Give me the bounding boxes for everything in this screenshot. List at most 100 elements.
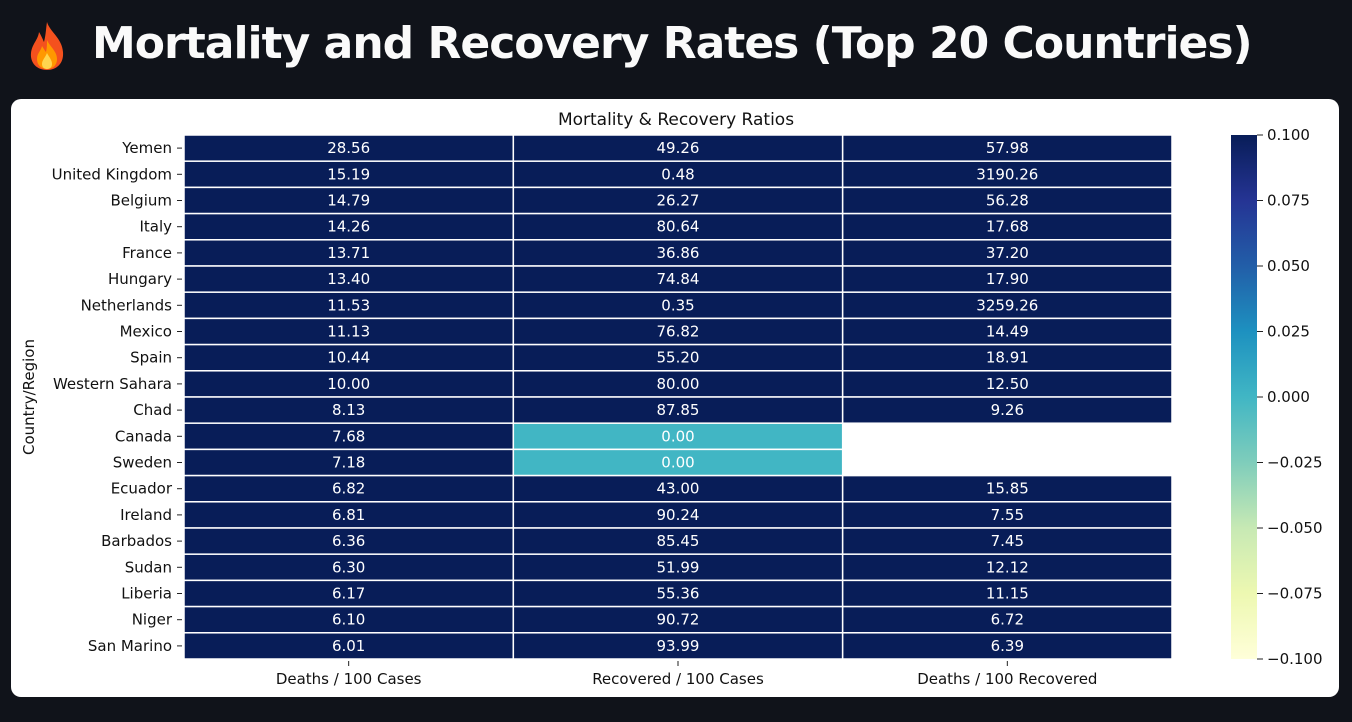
cell-value-label: 55.36 xyxy=(657,585,700,603)
heatmap-cell xyxy=(841,291,1173,320)
heatmap-cell xyxy=(512,553,844,582)
page-title: Mortality and Recovery Rates (Top 20 Cou… xyxy=(92,18,1253,69)
cell-value-label: 90.72 xyxy=(657,611,700,629)
cell-value-label: 11.53 xyxy=(327,296,370,314)
row-label: Sudan xyxy=(125,558,172,576)
cell-value-label: 14.79 xyxy=(327,192,370,210)
heatmap-cell-empty xyxy=(842,423,1172,450)
cell-value-label: 0.00 xyxy=(661,427,694,445)
colorbar-tick-label: 0.025 xyxy=(1267,323,1310,341)
column-label: Deaths / 100 Recovered xyxy=(917,670,1097,688)
cell-value-label: 12.50 xyxy=(986,375,1029,393)
cell-value-label: 0.00 xyxy=(661,454,694,472)
row-label: Sweden xyxy=(113,454,172,472)
cell-value-label: 6.30 xyxy=(332,558,365,576)
colorbar-tick-label: −0.025 xyxy=(1267,454,1323,472)
chart-card: Mortality & Recovery Ratios Country/Regi… xyxy=(11,99,1339,697)
cell-value-label: 87.85 xyxy=(657,401,700,419)
row-label: Netherlands xyxy=(81,296,173,314)
row-label: Chad xyxy=(133,401,172,419)
cell-value-label: 12.12 xyxy=(986,558,1029,576)
heatmap-cell xyxy=(183,579,515,608)
cell-value-label: 17.90 xyxy=(986,270,1029,288)
cell-value-label: 6.81 xyxy=(332,506,365,524)
row-label: San Marino xyxy=(88,637,172,655)
cell-value-label: 0.48 xyxy=(661,165,694,183)
heatmap-cell xyxy=(512,527,844,555)
heatmap-cell xyxy=(183,265,515,293)
heatmap-cell xyxy=(841,212,1173,241)
cell-value-label: 6.17 xyxy=(332,585,365,603)
colorbar-tick-label: 0.050 xyxy=(1267,257,1310,275)
heatmap-cell xyxy=(183,632,515,660)
colorbar-tick-label: −0.050 xyxy=(1267,519,1323,537)
cell-value-label: 10.44 xyxy=(327,349,370,367)
heatmap-cell xyxy=(183,396,515,424)
heatmap-cell xyxy=(512,605,844,634)
cell-value-label: 6.82 xyxy=(332,480,365,498)
heatmap-cell xyxy=(512,317,844,346)
cell-value-label: 6.01 xyxy=(332,637,365,655)
cell-value-label: 8.13 xyxy=(332,401,365,419)
cell-value-label: 90.24 xyxy=(657,506,700,524)
row-label: Ireland xyxy=(120,506,172,524)
cell-value-label: 7.45 xyxy=(991,532,1024,550)
heatmap-cell xyxy=(841,265,1173,293)
heatmap-cell xyxy=(512,291,844,320)
row-label: France xyxy=(122,244,172,262)
column-label: Recovered / 100 Cases xyxy=(592,670,764,688)
cell-value-label: 14.26 xyxy=(327,218,370,236)
heatmap-cell xyxy=(512,448,844,477)
heatmap-cell xyxy=(512,501,844,529)
heatmap-cell xyxy=(512,186,844,215)
heatmap-cell xyxy=(841,632,1173,660)
fire-icon xyxy=(30,22,64,70)
column-label: Deaths / 100 Cases xyxy=(276,670,422,688)
heatmap-cell xyxy=(841,370,1173,398)
cell-value-label: 13.71 xyxy=(327,244,370,262)
cell-value-label: 93.99 xyxy=(657,637,700,655)
heatmap-chart: Mortality & Recovery Ratios Country/Regi… xyxy=(20,110,1323,688)
colorbar-tick-label: −0.075 xyxy=(1267,585,1323,603)
cell-value-label: 3259.26 xyxy=(976,296,1038,314)
heatmap-cell xyxy=(512,370,844,398)
cell-value-label: 6.36 xyxy=(332,532,365,550)
row-label: United Kingdom xyxy=(52,165,172,183)
cell-value-label: 80.00 xyxy=(657,375,700,393)
colorbar-tick-label: 0.000 xyxy=(1267,388,1310,406)
cell-value-label: 15.85 xyxy=(986,480,1029,498)
cell-value-label: 28.56 xyxy=(327,139,370,157)
cell-value-label: 76.82 xyxy=(657,323,700,341)
heatmap-cell xyxy=(183,448,515,477)
cell-value-label: 37.20 xyxy=(986,244,1029,262)
cell-value-label: 11.13 xyxy=(327,323,370,341)
cell-value-label: 26.27 xyxy=(657,192,700,210)
cell-value-label: 15.19 xyxy=(327,165,370,183)
row-label: Barbados xyxy=(101,532,172,550)
chart-title: Mortality & Recovery Ratios xyxy=(558,110,794,130)
cell-value-label: 43.00 xyxy=(657,480,700,498)
colorbar-ticks: 0.100 0.075 0.050 0.025 0.000 −0.025 −0.050 −0.… xyxy=(1257,126,1323,668)
cell-value-label: 9.26 xyxy=(991,401,1024,419)
cell-value-label: 13.40 xyxy=(327,270,370,288)
colorbar xyxy=(1231,135,1257,659)
cell-value-label: 7.68 xyxy=(332,427,365,445)
cell-value-label: 14.49 xyxy=(986,323,1029,341)
cell-value-label: 49.26 xyxy=(657,139,700,157)
cell-value-label: 3190.26 xyxy=(976,165,1038,183)
row-label: Mexico xyxy=(120,323,172,341)
cell-value-label: 56.28 xyxy=(986,192,1029,210)
heatmap-cell xyxy=(841,527,1173,555)
heatmap-cell xyxy=(841,317,1173,346)
heatmap-cell xyxy=(841,605,1173,634)
heatmap-cell xyxy=(512,239,844,267)
cell-value-label: 10.00 xyxy=(327,375,370,393)
heatmap-cell xyxy=(841,501,1173,529)
cell-value-label: 7.18 xyxy=(332,454,365,472)
heatmap-cell xyxy=(183,291,515,320)
colorbar-tick-label: 0.075 xyxy=(1267,192,1310,210)
heatmap-cell xyxy=(841,553,1173,582)
row-labels: Yemen United Kingdom Belgium Italy France Hun… xyxy=(52,139,182,655)
colorbar-tick-label: 0.100 xyxy=(1267,126,1310,144)
heatmap-cell xyxy=(841,396,1173,424)
